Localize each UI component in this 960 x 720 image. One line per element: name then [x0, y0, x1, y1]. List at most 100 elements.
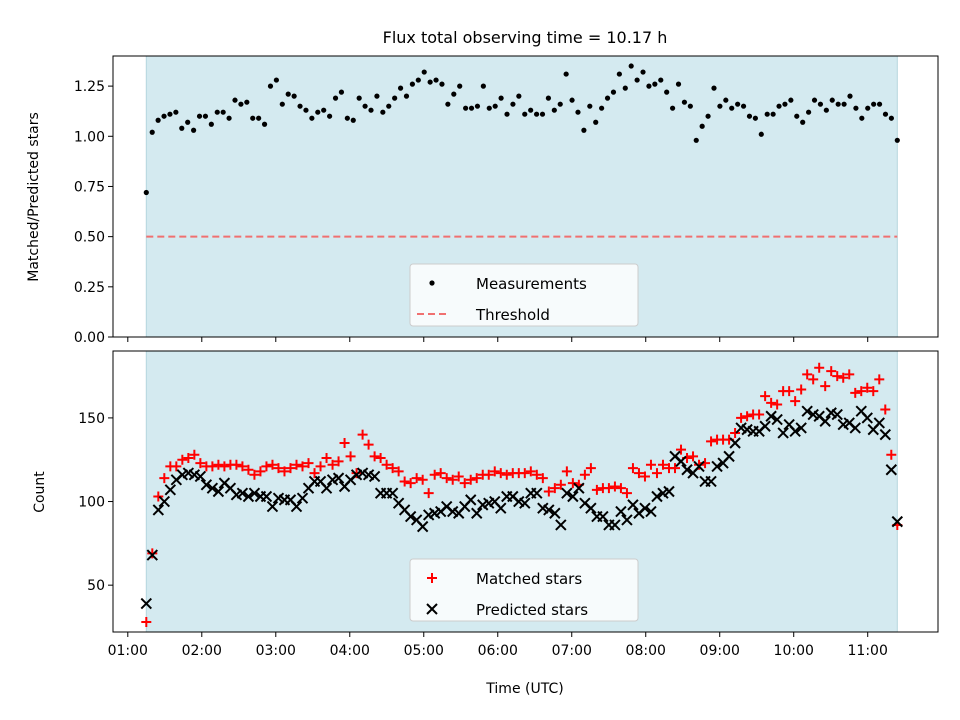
matched-star-point	[183, 453, 194, 464]
measurement-point	[356, 95, 362, 101]
matched-star-point	[453, 471, 464, 482]
x-tick-label: 10:00	[774, 643, 814, 659]
measurement-point	[835, 101, 841, 107]
measurement-point	[859, 115, 865, 121]
predicted-star-point	[368, 470, 381, 483]
measurement-point	[380, 109, 386, 115]
predicted-star-point	[723, 450, 735, 463]
matched-star-point	[213, 459, 224, 470]
predicted-star-point	[194, 470, 207, 483]
measurement-point	[865, 105, 871, 111]
matched-star-point	[766, 397, 777, 408]
predicted-star-point	[206, 482, 219, 494]
measurement-point	[528, 107, 534, 113]
predicted-star-point	[861, 412, 873, 424]
measurement-point	[415, 77, 421, 83]
measurement-point	[486, 105, 492, 111]
bottom-y-axis-label: Count	[32, 471, 48, 513]
measurement-point	[185, 119, 191, 125]
predicted-star-point	[561, 487, 573, 499]
matched-star-point	[501, 469, 512, 480]
measurement-point	[687, 103, 693, 109]
measurement-point	[640, 69, 646, 75]
measurement-point	[569, 97, 575, 103]
measurement-point	[693, 137, 699, 143]
matched-star-point	[784, 386, 795, 397]
measurement-point	[705, 113, 711, 119]
measurement-point	[179, 125, 185, 131]
measurement-point	[149, 129, 155, 135]
matched-star-point	[219, 461, 230, 472]
measurement-point	[498, 95, 504, 101]
matched-star-point	[802, 369, 813, 380]
predicted-star-point	[158, 495, 171, 508]
measurement-point	[628, 63, 634, 69]
matched-star-point	[826, 366, 837, 377]
measurement-point	[575, 109, 581, 115]
measurement-point	[740, 103, 747, 109]
matched-star-point	[255, 466, 266, 477]
measurement-point	[823, 107, 829, 113]
measurement-point	[291, 93, 297, 99]
matched-star-point	[736, 412, 747, 423]
measurement-point	[746, 113, 753, 119]
measurement-point	[403, 93, 410, 99]
measurement-point	[539, 111, 546, 117]
matched-star-point	[177, 454, 188, 465]
predicted-star-point	[296, 492, 309, 504]
matched-star-point	[273, 463, 284, 474]
matched-star-point	[153, 491, 164, 502]
predicted-star-point	[567, 490, 579, 503]
predicted-star-point	[242, 490, 255, 503]
matched-star-point	[742, 411, 753, 422]
matched-star-point	[525, 466, 536, 477]
x-axis-label: Time (UTC)	[485, 681, 563, 697]
measurement-point	[445, 101, 451, 107]
measurement-point	[806, 109, 812, 115]
legend-dot-marker	[429, 280, 435, 286]
measurement-point	[155, 117, 161, 123]
x-tick-label: 09:00	[700, 643, 740, 659]
measurement-point	[480, 83, 486, 89]
measurement-point	[717, 103, 723, 109]
measurement-point	[374, 93, 380, 99]
matched-star-point	[838, 372, 849, 383]
matched-star-point	[549, 483, 560, 494]
predicted-star-point	[549, 507, 561, 519]
matched-star-point	[579, 469, 590, 480]
matched-star-point	[862, 382, 873, 393]
predicted-star-point	[771, 413, 783, 426]
predicted-star-point	[248, 487, 261, 499]
matched-star-point	[261, 461, 272, 472]
measurement-point	[581, 127, 587, 133]
y-tick-label: 150	[78, 411, 105, 427]
y-tick-label: 0.50	[74, 230, 105, 246]
measurement-point	[675, 81, 682, 87]
y-tick-label: 0.00	[74, 330, 105, 346]
matched-star-point	[772, 399, 783, 410]
top-y-axis-label: Matched/Predicted stars	[26, 112, 42, 282]
predicted-star-point	[789, 425, 801, 437]
bottom-panel: 50 100 150 01:00 02:00 03:00 04:00 05:00 06:00 07…	[78, 350, 939, 659]
measurement-point	[397, 85, 404, 91]
matched-star-point	[489, 466, 500, 477]
predicted-star-point	[260, 490, 273, 503]
matched-star-point	[363, 439, 374, 450]
predicted-star-point	[140, 597, 153, 610]
measurement-point	[173, 109, 179, 115]
measurement-point	[516, 93, 522, 99]
matched-star-point	[820, 381, 831, 392]
axes-frame	[112, 350, 939, 633]
measurement-point	[191, 127, 197, 133]
matched-star-point	[435, 468, 446, 479]
measurement-point	[208, 121, 214, 127]
predicted-star-point	[236, 487, 249, 499]
predicted-star-point	[729, 437, 741, 449]
measurement-point	[167, 111, 173, 117]
measurement-point	[847, 93, 853, 99]
y-tick-label: 0.25	[74, 280, 105, 296]
measurement-point	[344, 115, 350, 121]
measurement-point	[758, 131, 764, 137]
top-panel: 0.00 0.25 0.50 0.75 1.00 1.25 Measurements Thre…	[74, 55, 939, 346]
measurement-point	[238, 101, 244, 107]
